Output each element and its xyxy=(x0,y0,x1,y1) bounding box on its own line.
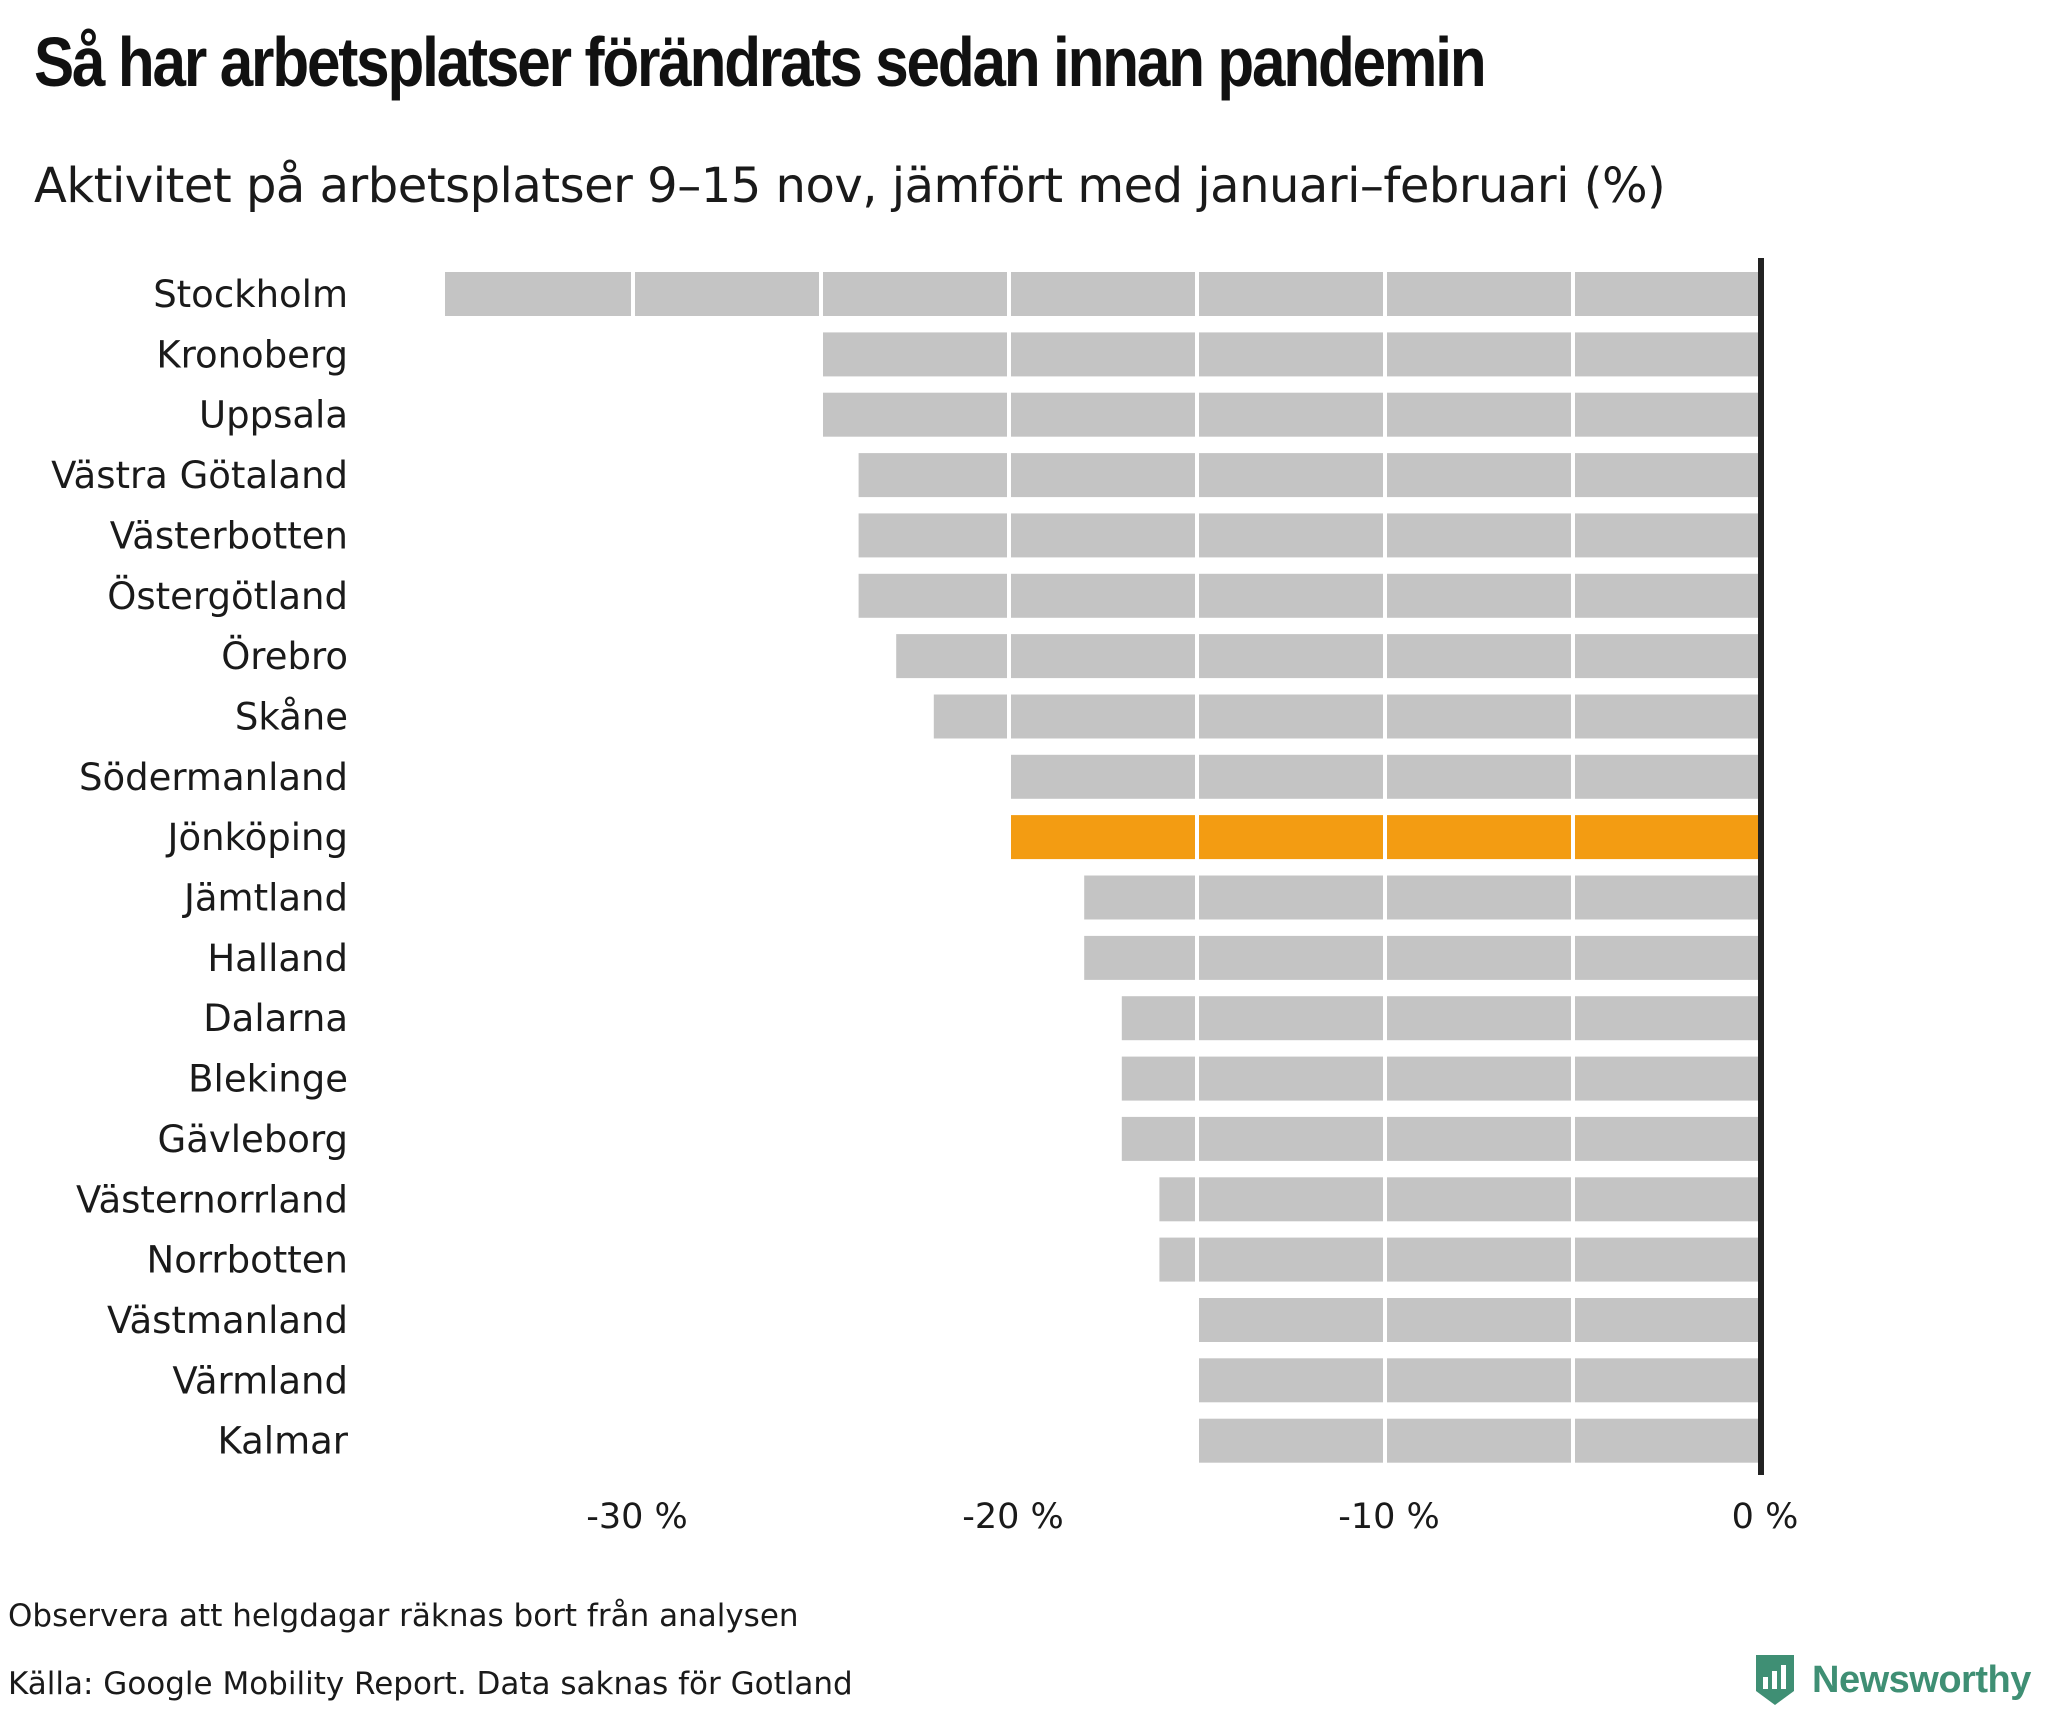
bar-uppsala xyxy=(821,392,1761,437)
x-tick-labels-layer: -30 % -20 % -10 % 0 % xyxy=(586,1497,1798,1537)
category-label-gavleborg: Gävleborg xyxy=(158,1118,348,1161)
gridlines-layer xyxy=(631,264,1575,1471)
bar-jamtland xyxy=(1084,875,1761,920)
chart-title: Så har arbetsplatser förändrats sedan in… xyxy=(34,23,1487,101)
category-label-norrbotten: Norrbotten xyxy=(147,1239,348,1282)
newsworthy-chart-badge-icon xyxy=(1756,1655,1794,1705)
bar-orebro xyxy=(896,634,1761,679)
category-label-kronoberg: Kronoberg xyxy=(156,333,348,376)
category-label-kalmar: Kalmar xyxy=(218,1420,349,1463)
category-label-varmland: Värmland xyxy=(172,1359,348,1402)
bar-chart: Stockholm Kronoberg Uppsala Västra Götaland… xyxy=(51,258,1798,1537)
category-label-sodermanland: Södermanland xyxy=(79,756,348,799)
bar-stockholm xyxy=(445,272,1761,316)
bar-vasternorrland xyxy=(1159,1177,1761,1222)
category-label-ostergotland: Östergötland xyxy=(107,575,348,618)
bar-halland xyxy=(1084,935,1761,980)
bar-vasterbotten xyxy=(858,513,1761,558)
category-label-skane: Skåne xyxy=(235,696,348,739)
bars-layer xyxy=(445,272,1761,1463)
holiday-note: Observera att helgdagar räknas bort från… xyxy=(8,1598,799,1634)
bar-kronoberg xyxy=(821,332,1761,377)
category-label-stockholm: Stockholm xyxy=(153,273,348,316)
category-label-jonkoping: Jönköping xyxy=(166,816,348,859)
newsworthy-logo[interactable]: Newsworthy xyxy=(1752,1650,2031,1710)
bar-kalmar xyxy=(1197,1418,1761,1463)
bar-skane xyxy=(933,694,1761,739)
bar-vastra-gotaland xyxy=(858,453,1761,498)
x-tick-label: -10 % xyxy=(1338,1497,1440,1537)
bar-norrbotten xyxy=(1159,1237,1761,1282)
category-label-vasternorrland: Västernorrland xyxy=(76,1178,348,1221)
chart-subtitle: Aktivitet på arbetsplatser 9–15 nov, jäm… xyxy=(34,158,1666,214)
category-label-uppsala: Uppsala xyxy=(199,394,348,437)
bar-dalarna xyxy=(1121,996,1761,1041)
bar-blekinge xyxy=(1121,1056,1761,1101)
category-label-blekinge: Blekinge xyxy=(188,1058,348,1101)
category-label-jamtland: Jämtland xyxy=(182,877,348,920)
category-label-vasterbotten: Västerbotten xyxy=(110,514,348,557)
bar-gavleborg xyxy=(1121,1116,1761,1161)
source-note: Källa: Google Mobility Report. Data sakn… xyxy=(8,1666,853,1702)
category-label-vastmanland: Västmanland xyxy=(107,1299,348,1342)
category-label-vastra-gotaland: Västra Götaland xyxy=(51,454,348,497)
x-tick-label: -30 % xyxy=(586,1497,688,1537)
bar-varmland xyxy=(1197,1358,1761,1403)
category-label-dalarna: Dalarna xyxy=(203,997,348,1040)
x-tick-label: 0 % xyxy=(1732,1497,1799,1537)
category-label-orebro: Örebro xyxy=(221,635,348,678)
x-tick-label: -20 % xyxy=(962,1497,1064,1537)
bar-ostergotland xyxy=(858,573,1761,618)
category-label-halland: Halland xyxy=(207,937,348,980)
bar-vastmanland xyxy=(1197,1298,1761,1342)
category-labels-layer: Stockholm Kronoberg Uppsala Västra Götaland… xyxy=(51,273,349,1463)
brand-name: Newsworthy xyxy=(1812,1658,2031,1701)
